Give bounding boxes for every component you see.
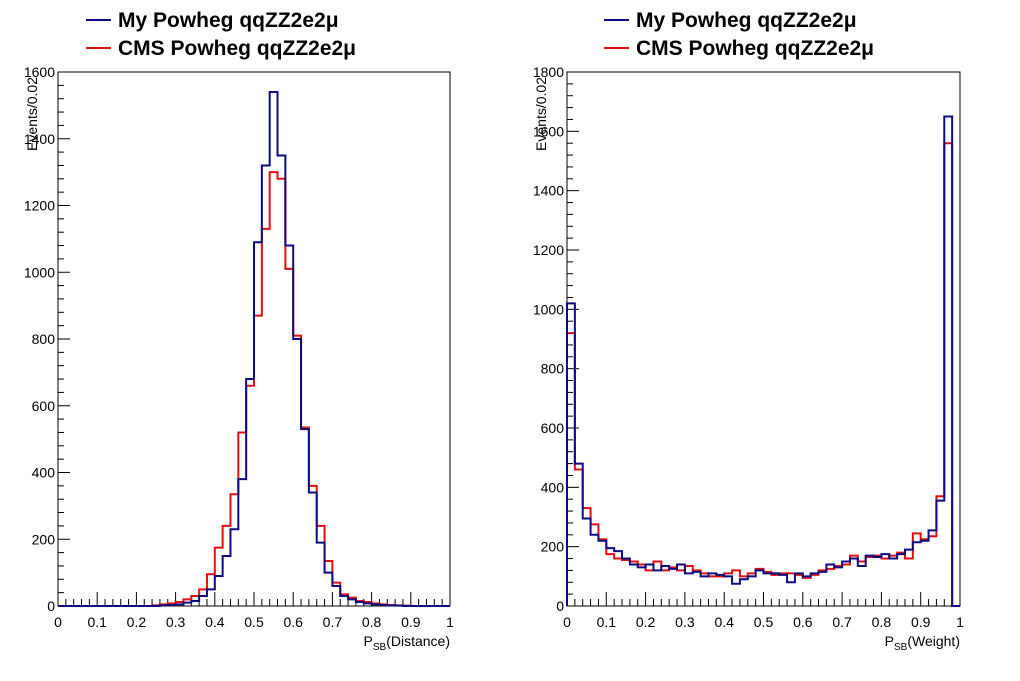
x-tick-label: 0.6 bbox=[793, 614, 813, 630]
y-tick-label: 400 bbox=[32, 465, 56, 481]
y-tick-label: 800 bbox=[541, 361, 565, 377]
x-tick-label: 0.3 bbox=[166, 614, 186, 630]
x-tick-label: 0.5 bbox=[244, 614, 264, 630]
y-tick-label: 1200 bbox=[24, 198, 55, 214]
y-tick-label: 1600 bbox=[24, 64, 55, 80]
histogram-series-2 bbox=[566, 142, 960, 607]
x-tick-label: 0.1 bbox=[87, 614, 107, 630]
x-axis-title: PSB(Distance) bbox=[364, 633, 450, 653]
legend-label-1: My Powheg qqZZ2e2μ bbox=[636, 9, 857, 32]
y-tick-label: 1400 bbox=[533, 183, 564, 199]
x-tick-label: 1 bbox=[446, 614, 454, 630]
x-tick-label: 0 bbox=[563, 614, 571, 630]
y-tick-label: 0 bbox=[556, 598, 564, 614]
x-tick-label: 0.4 bbox=[714, 614, 734, 630]
y-tick-label: 800 bbox=[32, 331, 56, 347]
x-tick-label: 0.9 bbox=[911, 614, 931, 630]
x-tick-label: 0.4 bbox=[205, 614, 225, 630]
y-tick-label: 1600 bbox=[533, 123, 564, 139]
x-tick-label: 0.2 bbox=[636, 614, 656, 630]
y-tick-label: 400 bbox=[541, 479, 565, 495]
histogram-series-2 bbox=[58, 171, 450, 607]
x-tick-label: 0.7 bbox=[323, 614, 343, 630]
y-axis-title: Events/0.02 bbox=[24, 77, 40, 151]
y-tick-label: 1000 bbox=[24, 264, 55, 280]
y-tick-label: 200 bbox=[541, 539, 565, 555]
x-tick-label: 0.6 bbox=[283, 614, 303, 630]
x-tick-label: 0.9 bbox=[401, 614, 421, 630]
y-axis-title: Events/0.02 bbox=[533, 77, 549, 151]
x-tick-label: 0.3 bbox=[675, 614, 695, 630]
y-tick-label: 600 bbox=[32, 398, 56, 414]
x-tick-label: 0.1 bbox=[597, 614, 617, 630]
x-tick-label: 0.8 bbox=[362, 614, 382, 630]
y-tick-label: 1400 bbox=[24, 131, 55, 147]
y-tick-label: 1000 bbox=[533, 301, 564, 317]
x-tick-label: 0 bbox=[54, 614, 62, 630]
histogram-series-1 bbox=[58, 91, 450, 607]
histogram-series-1 bbox=[566, 115, 960, 607]
y-tick-label: 1200 bbox=[533, 242, 564, 258]
legend-label-1: My Powheg qqZZ2e2μ bbox=[118, 9, 339, 32]
y-tick-label: 600 bbox=[541, 420, 565, 436]
chart-panel-1: 0 0.1 0.2 0.3 0.4 0.5 0.6 0.7 0.8 0.9 1 0 200 400 600 8… bbox=[24, 9, 454, 653]
y-tick-label: 0 bbox=[47, 598, 55, 614]
x-tick-label: 1 bbox=[956, 614, 964, 630]
x-tick-label: 0.7 bbox=[832, 614, 852, 630]
plot-frame bbox=[566, 71, 961, 607]
chart-panel-2: 0 0.1 0.2 0.3 0.4 0.5 0.6 0.7 0.8 0.9 1 0 200 400 600 8… bbox=[533, 9, 964, 653]
legend-label-2: CMS Powheg qqZZ2e2μ bbox=[636, 37, 874, 60]
x-tick-label: 0.2 bbox=[127, 614, 147, 630]
x-tick-label: 0.5 bbox=[754, 614, 774, 630]
y-tick-label: 1800 bbox=[533, 64, 564, 80]
y-tick-label: 200 bbox=[32, 531, 56, 547]
x-tick-label: 0.8 bbox=[872, 614, 892, 630]
x-axis-title: PSB(Weight) bbox=[885, 633, 960, 653]
legend-label-2: CMS Powheg qqZZ2e2μ bbox=[118, 37, 356, 60]
